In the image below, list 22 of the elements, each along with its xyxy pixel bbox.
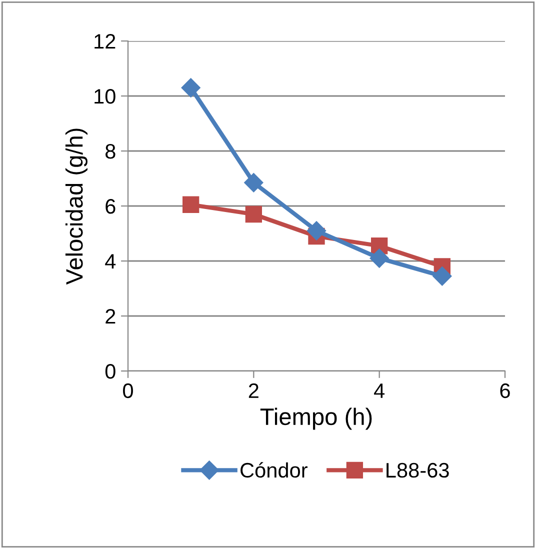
y-axis-title: Velocidad (g/h) (65, 128, 88, 285)
legend-label: Cóndor (240, 462, 308, 478)
y-tick-label: 2 (106, 309, 116, 324)
point (245, 206, 262, 223)
legend-label: L88-63 (386, 462, 449, 478)
y-tick-label: 0 (105, 364, 116, 379)
point (306, 221, 326, 240)
point (370, 248, 389, 268)
y-tick-label: 6 (106, 199, 116, 214)
point (244, 173, 264, 192)
point (432, 266, 452, 286)
x-tick-label: 6 (500, 383, 510, 398)
y-tick-label: 8 (106, 144, 116, 159)
y-tick-label: 12 (94, 34, 116, 49)
x-tick-label: 0 (123, 383, 133, 398)
x-axis-title: Tiempo (h) (260, 408, 372, 430)
point (181, 78, 200, 98)
point (182, 196, 200, 213)
x-tick-label: 2 (248, 383, 258, 398)
y-tick-label: 4 (105, 254, 116, 269)
x-tick-label: 4 (374, 384, 385, 398)
y-tick-label: 10 (94, 89, 116, 104)
